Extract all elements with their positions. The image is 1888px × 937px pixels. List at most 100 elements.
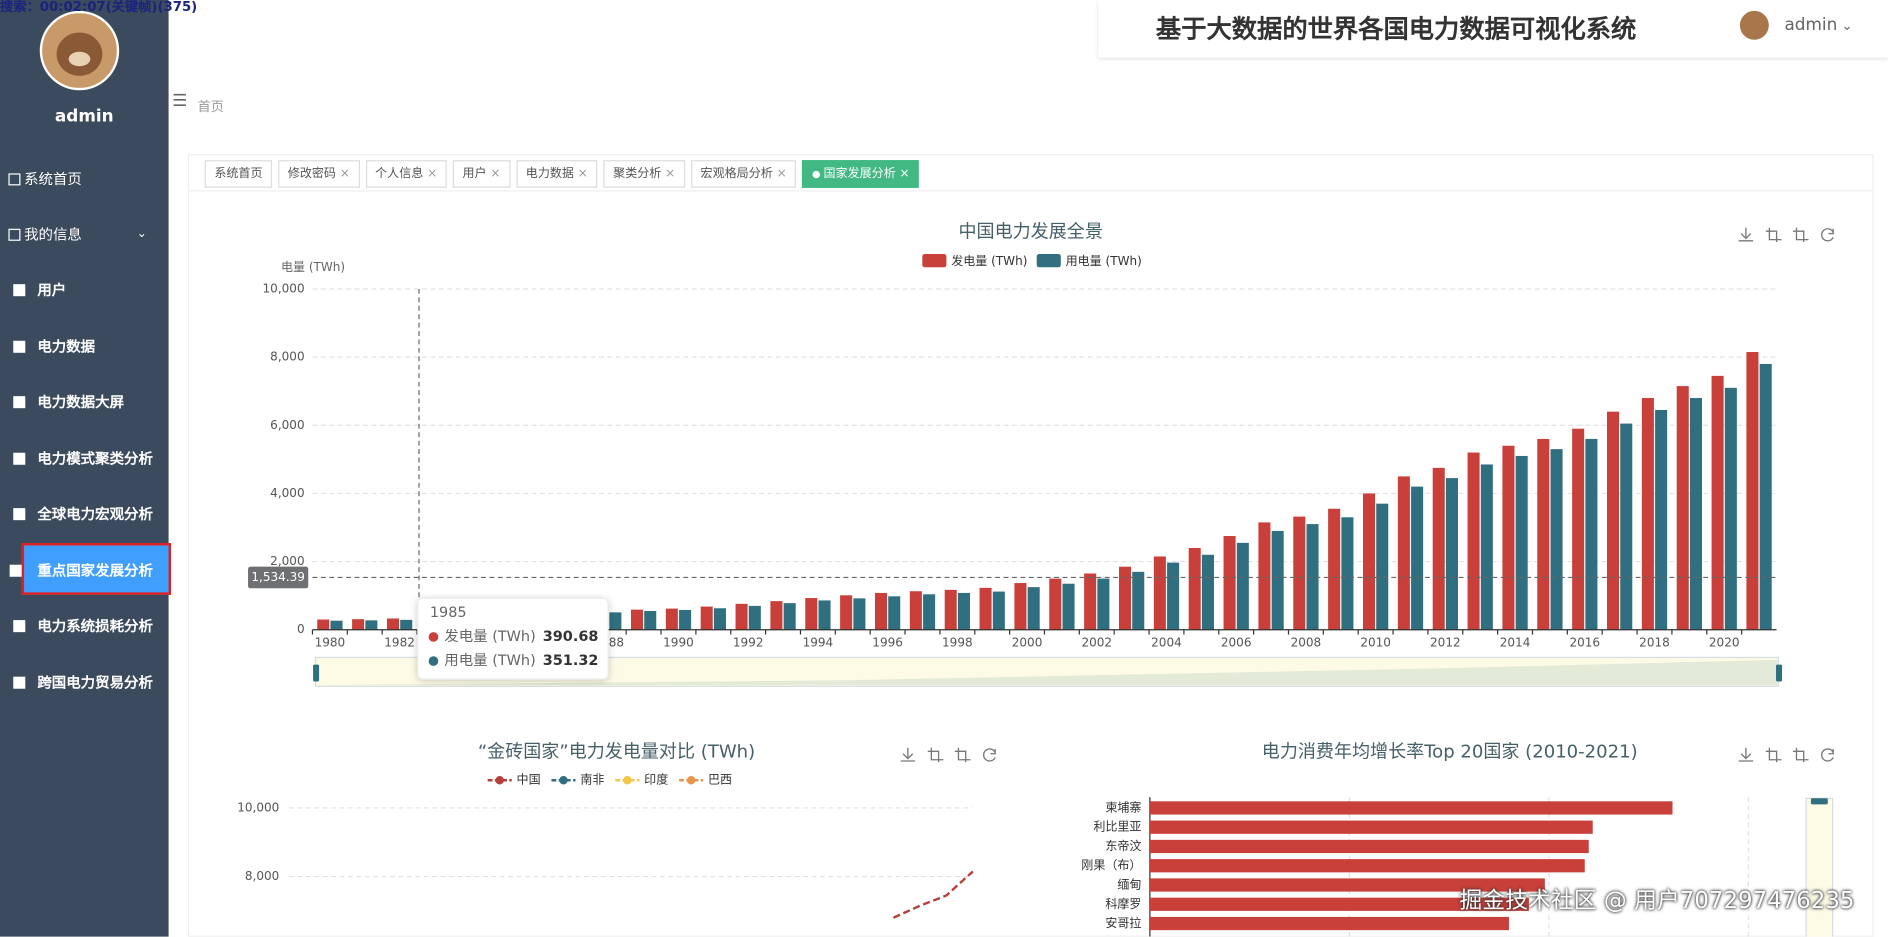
legend-dot [495, 776, 504, 785]
tab[interactable]: 宏观格局分析 [690, 160, 797, 188]
menu-item[interactable]: 重点国家发展分析 [9, 543, 171, 595]
bar [1711, 375, 1724, 630]
y-tick-label: 6,000 [270, 418, 304, 432]
zoom-handle [1810, 798, 1828, 805]
toolbox-button [1765, 747, 1782, 763]
menu-icon [13, 284, 26, 297]
menu-icon [13, 508, 26, 521]
tab[interactable]: 国家发展分析 [802, 160, 920, 188]
bar [909, 591, 922, 630]
tooltip-box [417, 597, 609, 680]
bar [1411, 486, 1424, 630]
menu-item[interactable]: 电力模式聚类分析 [0, 441, 169, 477]
legend-dot [559, 776, 568, 785]
menu-toggle[interactable]: ☰ [172, 91, 188, 111]
menu-item[interactable]: 用户 [0, 272, 169, 308]
bar [1149, 878, 1545, 892]
bar [1746, 352, 1759, 630]
bar [1655, 409, 1668, 630]
bar [748, 605, 761, 630]
menu-item[interactable]: 全球电力宏观分析 [0, 496, 169, 532]
menu-icon [9, 564, 22, 577]
chart-title: 中国电力发展全景 [959, 221, 1103, 242]
menu-item[interactable]: 跨国电力贸易分析 [0, 665, 169, 701]
tooltip: 1985 发电量 (TWh) 390.68 用电量 (TWh) 351.32 [417, 597, 609, 680]
breadcrumb[interactable]: 首页 [197, 98, 224, 115]
menu-item[interactable]: 我的信息 ⌄ [0, 217, 169, 253]
toolbox-button [983, 748, 996, 762]
bar [1258, 522, 1271, 630]
bar [1432, 467, 1445, 630]
y-tick-label: 4,000 [270, 486, 304, 500]
x-tick-label: 1998 [942, 635, 973, 649]
tab[interactable]: 系统首页 [204, 160, 273, 188]
content-card [187, 190, 1874, 937]
tooltip-dot [428, 632, 439, 642]
y-tick-label: 东帝汶 [1105, 838, 1141, 853]
menu-item[interactable]: 电力数据大屏 [0, 384, 169, 420]
bar [1084, 573, 1097, 630]
bar [630, 609, 644, 630]
menu-item[interactable]: 系统首页 [0, 161, 169, 197]
expand-arrow[interactable]: ⌄ [136, 227, 147, 241]
y-tick-label: 10,000 [237, 800, 279, 814]
header-user[interactable]: admin [1784, 16, 1852, 35]
avatar[interactable] [39, 10, 120, 91]
x-tick-label: 2012 [1430, 635, 1461, 649]
zoom-handle [1776, 664, 1783, 682]
tab-bar [187, 154, 1874, 191]
tab[interactable]: 用户 [452, 160, 511, 188]
toolbox-button [1821, 748, 1834, 762]
sidebar: admin 系统首页 我的信息 ⌄ 用户 电力数据 电力数据大屏 电力模式聚类分析 全球电力宏… [0, 0, 171, 937]
line [892, 870, 974, 919]
y-tick-label: 8,000 [245, 869, 279, 883]
bar [1537, 438, 1550, 630]
tooltip-series: 发电量 (TWh) [444, 628, 535, 645]
bar [1467, 452, 1480, 630]
bar [1328, 508, 1341, 630]
x-tick-label: 1990 [663, 635, 694, 649]
legend-label: 印度 [644, 772, 668, 787]
toolbox-button [1821, 228, 1834, 242]
header-avatar[interactable] [1739, 10, 1769, 40]
toolbox-button [954, 747, 971, 763]
bar [1149, 820, 1593, 834]
bar [735, 603, 748, 630]
bar [818, 600, 831, 630]
menu-item[interactable]: 电力系统损耗分析 [0, 608, 169, 644]
tab[interactable]: 修改密码 [278, 160, 360, 188]
bar [1550, 449, 1563, 630]
x-tick-label: 2002 [1081, 635, 1112, 649]
chart-title: “金砖国家”电力发电量对比 (TWh) [478, 742, 755, 763]
bar [1049, 578, 1062, 630]
bar [1149, 859, 1585, 873]
tab[interactable]: 聚类分析 [603, 160, 685, 188]
toolbox-button [927, 747, 944, 763]
bar [400, 619, 413, 630]
menu-icon [8, 173, 21, 186]
bar [1149, 801, 1673, 815]
toolbox-button [1738, 227, 1754, 242]
bar [1759, 363, 1772, 630]
bar [1306, 524, 1319, 630]
y-axis-label: 电量 (TWh) [281, 260, 345, 274]
y-tick-label: 0 [297, 622, 305, 636]
bar [1620, 423, 1633, 630]
tab[interactable]: 个人信息 [365, 160, 447, 188]
bar [700, 606, 713, 630]
legend-label: 中国 [517, 772, 541, 787]
legend-label: 发电量 (TWh) [951, 253, 1027, 268]
bar [1236, 542, 1249, 630]
tab[interactable]: 电力数据 [516, 160, 598, 188]
zoom-handle [313, 664, 320, 682]
bar [1149, 839, 1589, 854]
bar [1293, 516, 1306, 630]
bar [957, 592, 970, 630]
toolbox-button [1738, 747, 1754, 762]
chart-title: 电力消费年均增长率Top 20国家 (2010-2021) [1262, 742, 1638, 763]
menu-icon [13, 340, 26, 353]
menu-item[interactable]: 电力数据 [0, 329, 169, 365]
menu-icon [13, 620, 26, 633]
